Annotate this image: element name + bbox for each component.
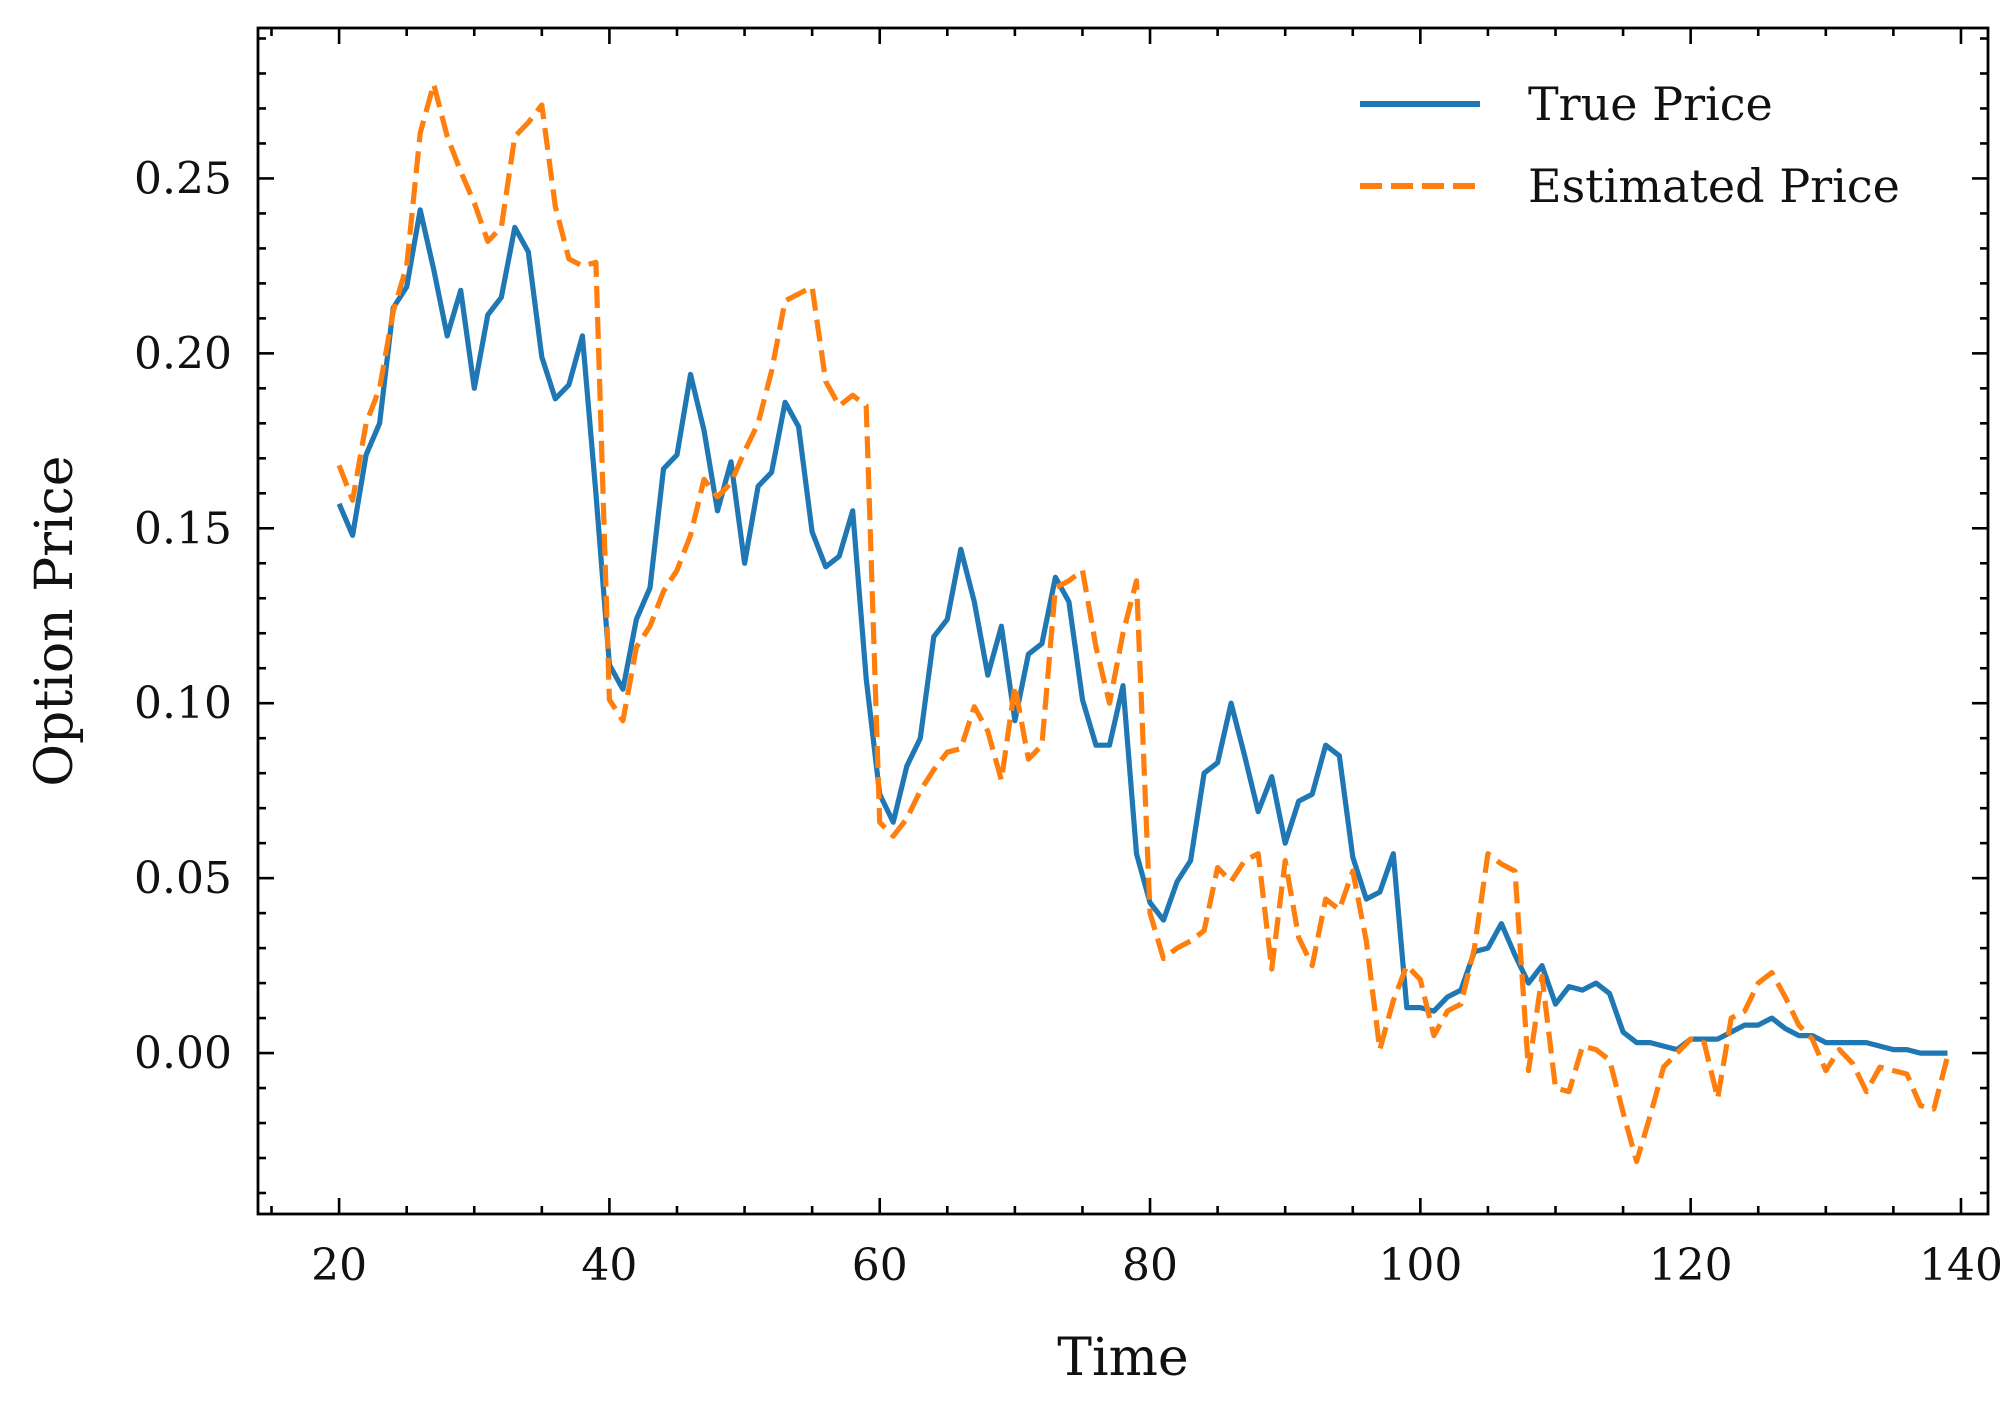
x-tick-label: 140 <box>1919 1240 2003 1291</box>
y-tick-label: 0.00 <box>134 1028 232 1079</box>
x-tick-labels: 20 40 60 80 100 120 140 <box>311 1240 2003 1291</box>
plot-frame <box>256 26 1990 1216</box>
y-tick-label: 0.20 <box>134 328 232 379</box>
x-axis-title: Time <box>1057 1328 1188 1388</box>
x-tick-label: 120 <box>1649 1240 1733 1291</box>
legend-label-estimated-price: Estimated Price <box>1528 159 1900 213</box>
legend: True Price Estimated Price <box>1360 77 1900 213</box>
legend-label-true-price: True Price <box>1528 77 1773 131</box>
x-tick-label: 40 <box>581 1240 637 1291</box>
y-tick-labels: 0.00 0.05 0.10 0.15 0.20 0.25 <box>134 153 232 1079</box>
x-tick-marks <box>270 28 1963 1214</box>
y-tick-label: 0.25 <box>134 153 232 204</box>
x-tick-label: 60 <box>852 1240 908 1291</box>
y-tick-label: 0.15 <box>134 503 232 554</box>
y-axis-title: Option Price <box>25 455 85 786</box>
series-lines <box>336 81 1951 1165</box>
x-tick-label: 20 <box>311 1240 367 1291</box>
y-tick-label: 0.10 <box>134 678 232 729</box>
series-line-estimated-price <box>336 81 1951 1165</box>
x-tick-label: 80 <box>1122 1240 1178 1291</box>
x-tick-label: 100 <box>1378 1240 1462 1291</box>
y-tick-label: 0.05 <box>134 853 232 904</box>
